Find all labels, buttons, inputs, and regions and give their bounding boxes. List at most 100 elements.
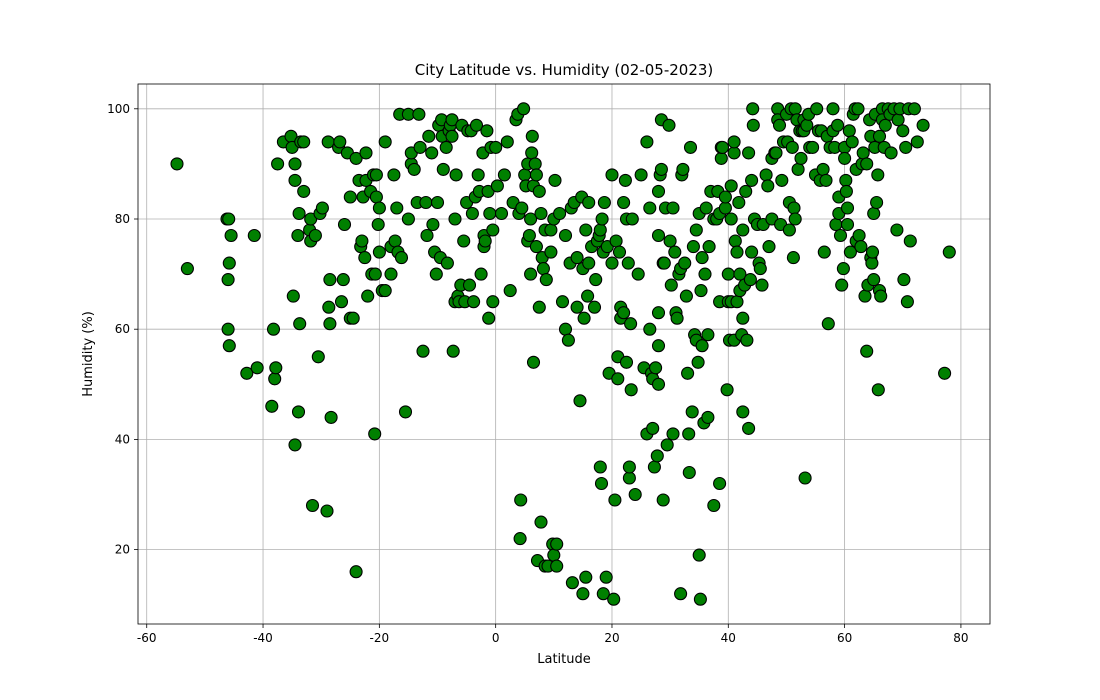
data-point (745, 245, 759, 259)
data-point (663, 234, 677, 248)
data-point (694, 284, 708, 298)
data-point (544, 223, 558, 237)
y-tick-label: 20 (115, 543, 130, 557)
data-point (525, 129, 539, 143)
data-point (856, 146, 870, 160)
data-point (845, 135, 859, 149)
data-point (436, 162, 450, 176)
data-point (728, 234, 742, 248)
data-point (425, 146, 439, 160)
data-point (457, 234, 471, 248)
x-tick-label: 40 (721, 631, 736, 645)
data-point (721, 267, 735, 281)
data-point (691, 355, 705, 369)
data-point (565, 576, 579, 590)
data-point (634, 168, 648, 182)
data-point (736, 223, 750, 237)
data-point (323, 317, 337, 331)
data-point (685, 405, 699, 419)
data-point (266, 322, 281, 336)
data-point (573, 394, 587, 408)
data-point (445, 129, 459, 143)
data-point (647, 460, 661, 474)
data-point (449, 168, 463, 182)
data-point (736, 311, 750, 325)
data-point (838, 151, 852, 165)
data-point (829, 217, 843, 232)
data-point (714, 151, 728, 165)
data-point (337, 217, 352, 232)
data-point (891, 113, 905, 127)
data-point (742, 421, 756, 435)
data-point (361, 289, 375, 303)
data-point (686, 240, 700, 254)
data-point (724, 179, 738, 193)
data-point (394, 251, 409, 265)
data-point (482, 311, 496, 325)
data-point (916, 118, 930, 132)
data-point (553, 206, 567, 221)
data-point (839, 173, 853, 187)
data-point (534, 515, 548, 529)
data-point (372, 201, 386, 215)
data-point (518, 168, 532, 182)
data-point (536, 262, 550, 276)
data-point (666, 201, 680, 215)
data-point (810, 102, 824, 116)
data-point (713, 476, 727, 491)
data-point (378, 284, 392, 298)
data-point (942, 245, 956, 259)
data-point (605, 168, 619, 182)
data-point (539, 273, 553, 287)
data-point (621, 256, 635, 270)
data-point (651, 339, 666, 353)
x-tick-label: 20 (604, 631, 619, 645)
data-point (334, 295, 349, 309)
x-tick-label: 60 (837, 631, 852, 645)
data-point (269, 361, 283, 375)
data-point (761, 179, 775, 193)
data-point (860, 157, 874, 171)
data-point (625, 212, 639, 226)
data-point (445, 113, 459, 127)
data-point (494, 206, 509, 221)
data-point (664, 278, 678, 292)
x-tick-label: -60 (137, 631, 157, 645)
data-point (800, 118, 814, 132)
data-point (745, 173, 759, 187)
data-point (715, 140, 730, 154)
data-point (486, 295, 500, 309)
data-point (903, 234, 917, 248)
data-point (288, 438, 302, 452)
data-point (355, 234, 369, 248)
data-point (702, 240, 716, 254)
data-point (582, 195, 596, 210)
data-point (788, 212, 802, 226)
data-point (555, 295, 570, 309)
data-point (759, 168, 773, 182)
x-tick-label: -40 (253, 631, 273, 645)
data-point (727, 146, 741, 160)
data-point (654, 162, 668, 176)
data-point (372, 245, 386, 259)
data-point (628, 487, 642, 502)
data-point (840, 217, 855, 232)
data-point (870, 195, 884, 210)
x-tick-label: -20 (370, 631, 390, 645)
data-point (775, 173, 789, 187)
data-point (483, 206, 497, 221)
y-tick-label: 40 (115, 432, 130, 446)
data-point (222, 212, 236, 226)
data-point (683, 140, 698, 154)
data-point (398, 405, 413, 419)
data-point (474, 267, 488, 281)
data-point (689, 223, 703, 237)
data-point (422, 129, 436, 143)
data-point (743, 273, 757, 287)
data-point (836, 262, 850, 276)
data-point (724, 212, 738, 226)
data-point (250, 361, 264, 375)
data-point (570, 300, 584, 314)
data-point (682, 465, 696, 480)
data-point (618, 173, 632, 187)
